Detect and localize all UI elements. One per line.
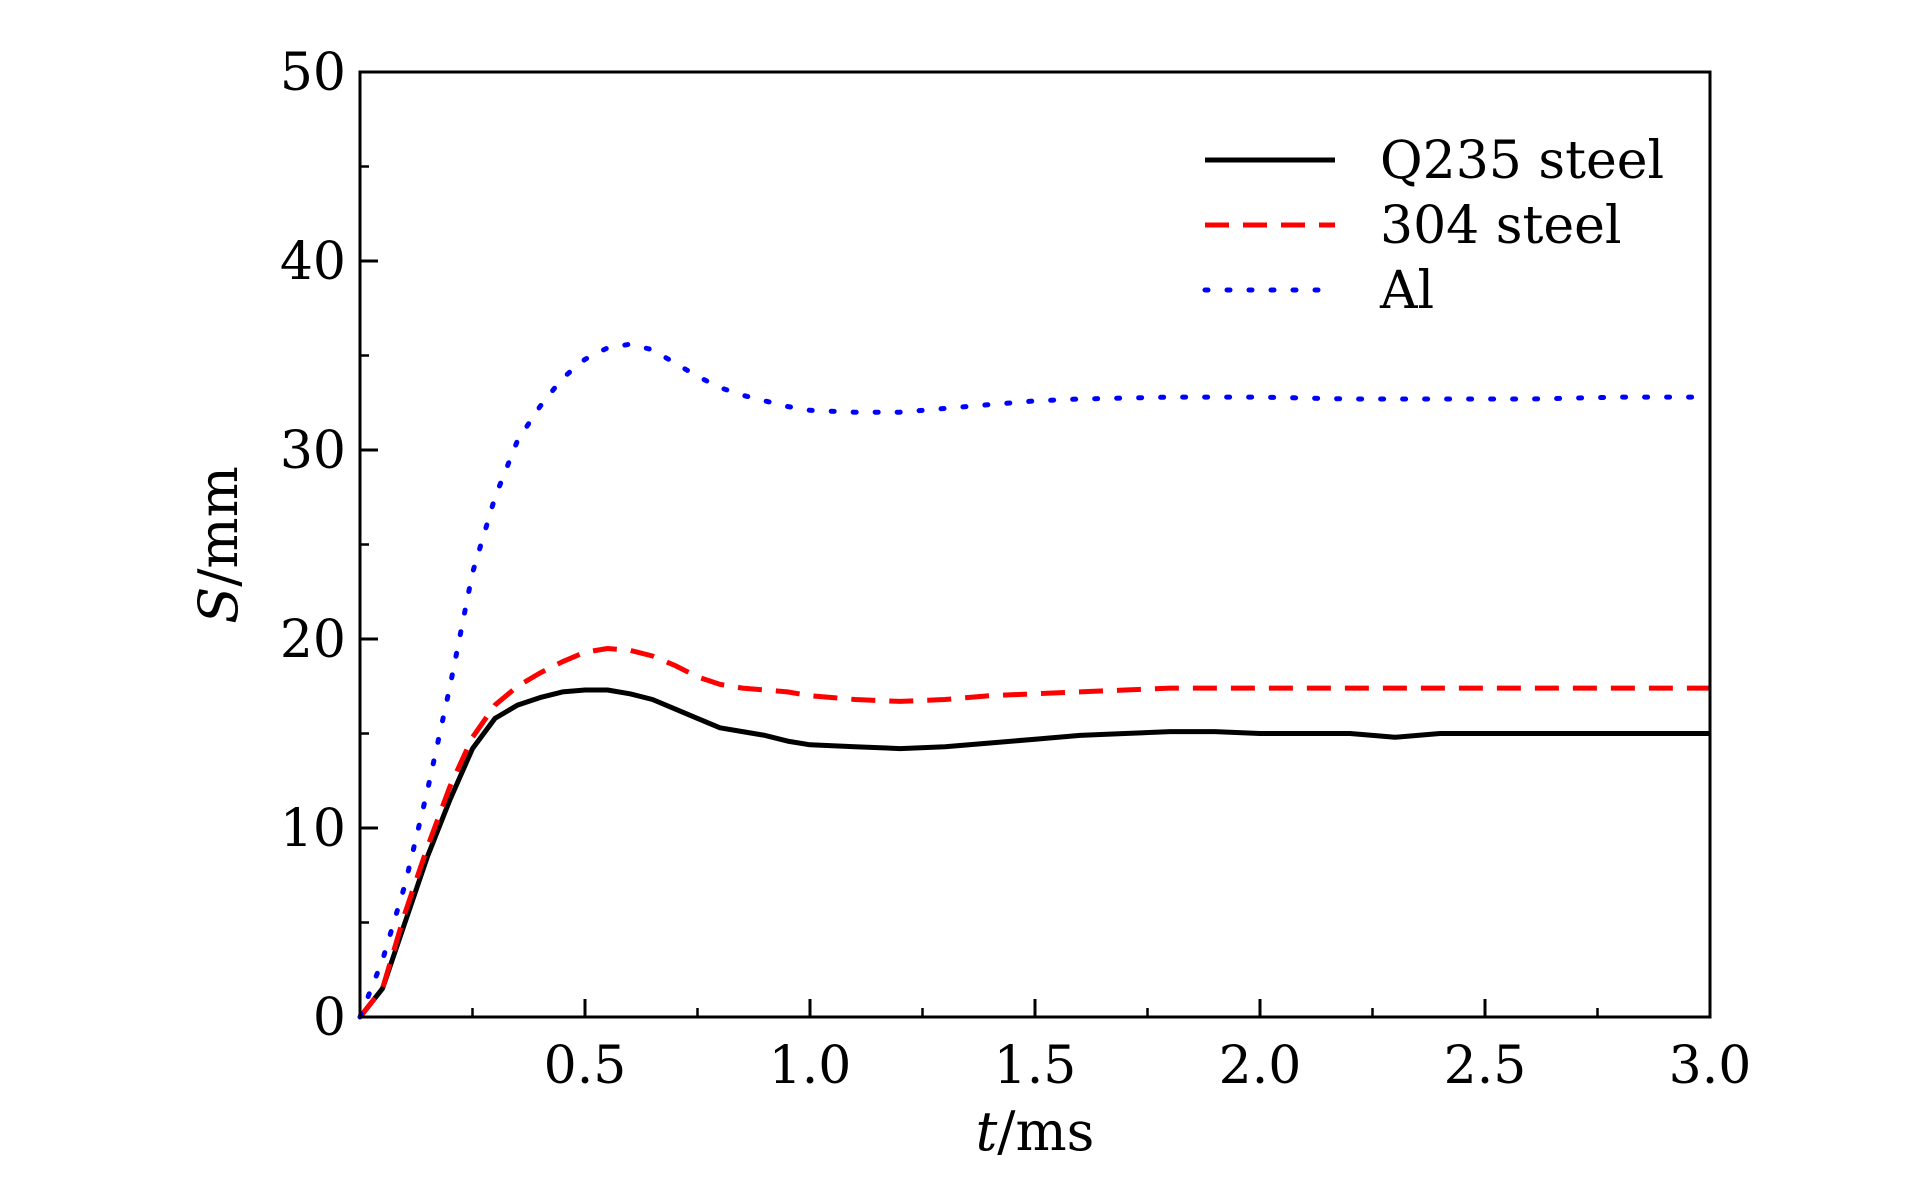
y-tick-label: 20	[280, 610, 346, 670]
x-tick-label: 3.0	[1669, 1036, 1752, 1096]
series-line-304-steel	[358, 646, 1710, 1019]
x-axis: 0.5 1.0 1.5 2.0 2.5 3.0	[471, 999, 1752, 1096]
series-line-q235-steel	[358, 687, 1710, 1019]
series-layer	[357, 341, 1713, 1020]
y-axis: 0 10 20 30 40 50	[280, 43, 378, 1048]
y-axis-label-unit: /mm	[187, 466, 250, 587]
legend-label: Q235 steel	[1380, 131, 1664, 191]
x-axis-label-variable: t	[976, 1100, 998, 1163]
y-axis-label: S/mm	[187, 466, 250, 624]
x-axis-label: t/ms	[976, 1100, 1095, 1163]
y-tick-label: 50	[280, 43, 346, 103]
x-tick-label: 1.0	[769, 1036, 852, 1096]
y-tick-label: 0	[313, 988, 346, 1048]
x-axis-label-unit: /ms	[997, 1100, 1094, 1163]
x-tick-label: 2.5	[1444, 1036, 1527, 1096]
y-tick-label: 40	[280, 232, 346, 292]
x-tick-label: 0.5	[544, 1036, 627, 1096]
legend-label: Al	[1379, 261, 1434, 321]
x-tick-label: 1.5	[994, 1036, 1077, 1096]
y-tick-label: 10	[280, 799, 346, 859]
x-tick-label: 2.0	[1219, 1036, 1302, 1096]
legend-label: 304 steel	[1380, 196, 1622, 256]
y-axis-label-variable: S	[187, 587, 250, 624]
y-tick-label: 30	[280, 421, 346, 481]
